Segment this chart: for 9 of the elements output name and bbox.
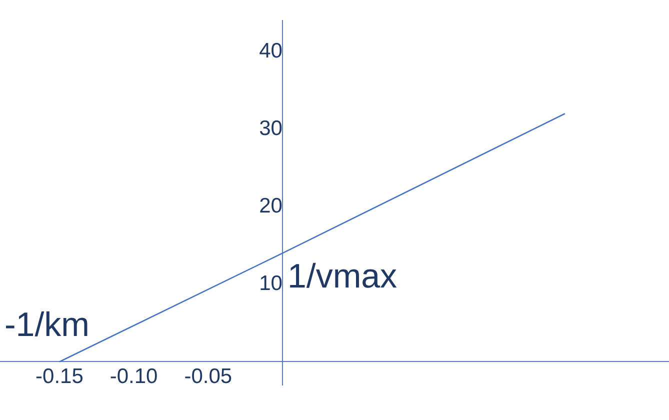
y-tick-label: 40 xyxy=(259,39,282,62)
x-tick-label: -0.10 xyxy=(110,365,158,388)
annotation: -1/km xyxy=(4,306,90,344)
y-tick-label: 10 xyxy=(259,272,282,296)
y-tick-label: 30 xyxy=(259,116,282,140)
annotation: 1/vmax xyxy=(287,258,398,296)
x-tick-label: -0.15 xyxy=(36,365,84,388)
x-tick-label: -0.05 xyxy=(184,365,232,388)
y-tick-label: 20 xyxy=(259,194,282,218)
